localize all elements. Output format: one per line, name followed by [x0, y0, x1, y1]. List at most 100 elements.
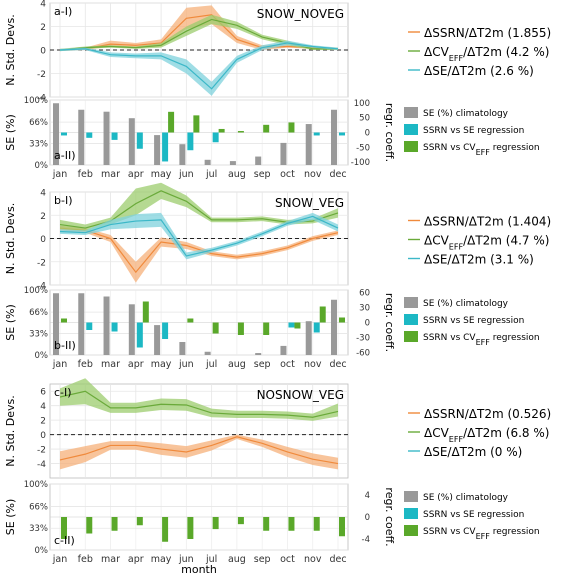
y-axis-label-right: regr. coeff.	[383, 293, 396, 352]
bar-legend-swatch	[404, 331, 418, 342]
bar-legend-swatch	[404, 141, 418, 152]
y-tick-label: 4	[40, 402, 46, 412]
x-tick-label: dec	[329, 359, 346, 370]
line-se	[59, 215, 339, 257]
y-tick-label: 4	[40, 0, 46, 10]
x-tick-label: apr	[128, 554, 144, 565]
legend-label-cv: ΔCVEFF/ΔT2m (6.8 %)	[424, 426, 549, 444]
bar-ssrn-se	[212, 132, 219, 143]
panel-title: SNOW_NOVEG	[257, 7, 344, 21]
y-axis-label-bottom: SE (%)	[4, 114, 17, 150]
bar-ssrn-se	[162, 132, 169, 162]
panel-b: -4 -2 0 2 4 b-I) SNOW_VEG N. Std. Devs. ΔSSRN/ΔT…	[4, 182, 551, 370]
bar-climatology	[305, 124, 312, 165]
bar-ssrn-cv	[237, 322, 244, 335]
bar-ssrn-cv	[218, 128, 225, 133]
y-tick-label-left: 0%	[35, 351, 49, 361]
y-tick-label-left: 66%	[29, 502, 48, 512]
bar-ssrn-cv	[212, 322, 219, 334]
x-tick-label: nov	[304, 169, 322, 180]
bar-ssrn-se	[339, 132, 345, 136]
legend-label-ssrn: ΔSSRN/ΔT2m (0.526)	[424, 407, 551, 421]
bar-ssrn-se	[111, 132, 118, 140]
bar-ssrn-cv	[142, 301, 149, 323]
bar-ssrn-se	[313, 322, 320, 333]
y-tick-label: 0	[40, 431, 46, 441]
y-tick-label-left: 0%	[35, 161, 49, 171]
panel-title: SNOW_VEG	[275, 196, 344, 210]
y-tick-label-left: 100%	[24, 480, 48, 490]
panel-label-bottom: a-II)	[54, 149, 76, 162]
panel-title: NOSNOW_VEG	[257, 388, 344, 402]
x-tick-label: aug	[228, 554, 246, 565]
x-tick-label: oct	[280, 359, 295, 370]
bar-climatology	[128, 118, 135, 165]
x-axis-title: month	[181, 563, 217, 576]
y-tick-label-right: -50	[356, 143, 370, 153]
y-tick-label-right: 60	[359, 289, 370, 299]
bar-legend-label: SSRN vs SE regression	[423, 126, 524, 136]
y-tick-label: 0	[40, 235, 46, 245]
bar-ssrn-cv	[212, 517, 219, 530]
bar-legend-swatch	[404, 124, 418, 135]
bar-ssrn-se	[313, 132, 320, 136]
bar-climatology	[53, 293, 59, 355]
bar-climatology	[331, 109, 337, 165]
y-tick-label-left: 33%	[29, 330, 48, 340]
bar-legend-label: SE (%) climatology	[423, 493, 509, 503]
y-axis-label-bottom: SE (%)	[4, 304, 17, 340]
bar-climatology	[255, 156, 262, 165]
bar-ssrn-se	[136, 132, 143, 149]
bar-climatology	[280, 345, 287, 355]
y-tick-label: -4	[37, 94, 46, 104]
bar-legend-label: SSRN vs CVEFF regression	[423, 527, 540, 541]
panel-label-bottom: c-II)	[54, 534, 75, 547]
y-tick-label-right: 0	[365, 513, 370, 523]
band-ssrn	[60, 434, 338, 470]
x-tick-label: jun	[178, 554, 194, 565]
y-tick-label-left: 0%	[35, 546, 49, 556]
bar-climatology	[128, 304, 135, 355]
line-se	[59, 42, 339, 90]
x-tick-label: nov	[304, 554, 322, 565]
x-tick-label: jan	[52, 554, 67, 565]
y-tick-label: 2	[40, 23, 46, 33]
bar-ssrn-se	[86, 322, 93, 330]
bar-ssrn-cv	[136, 517, 143, 526]
bar-legend-label: SSRN vs SE regression	[423, 316, 524, 326]
y-tick-label-right: -60	[356, 349, 370, 359]
y-tick-label-left: 100%	[24, 96, 48, 106]
bar-ssrn-cv	[237, 517, 244, 525]
y-tick-label-right: 0	[365, 129, 370, 139]
bar-legend-swatch	[404, 491, 418, 502]
y-tick-label: 4	[40, 189, 46, 199]
y-tick-label: 0	[40, 47, 46, 57]
line-ssrn	[59, 227, 339, 274]
bar-climatology	[229, 161, 236, 165]
x-tick-label: dec	[329, 169, 346, 180]
y-tick-label-left: 66%	[29, 118, 48, 128]
bar-ssrn-cv	[111, 517, 118, 531]
bar-ssrn-cv	[187, 517, 194, 539]
bar-climatology	[204, 351, 211, 355]
line-cv	[59, 390, 339, 418]
bar-ssrn-cv	[313, 517, 320, 531]
band-se	[60, 40, 338, 96]
bar-ssrn-se	[187, 132, 194, 151]
y-axis-label-top: N. Std. Devs.	[4, 14, 17, 85]
y-axis-label-top: N. Std. Devs.	[4, 203, 17, 274]
x-tick-label: jun	[178, 169, 194, 180]
panel-c: -4 -2 0 2 4 6 c-I) NOSNOW_VEG N. Std. Devs. ΔSSRN…	[4, 378, 551, 565]
x-tick-label: jul	[205, 359, 217, 370]
y-tick-label: 6	[40, 388, 46, 398]
y-tick-label-right: 4	[365, 491, 370, 501]
bar-ssrn-cv	[187, 318, 194, 323]
bar-legend-label: SE (%) climatology	[423, 299, 509, 309]
y-tick-label-left: 33%	[29, 524, 48, 534]
panel-label-top: a-I)	[54, 5, 72, 18]
x-tick-label: oct	[280, 554, 295, 565]
legend-label-cv: ΔCVEFF/ΔT2m (4.2 %)	[424, 45, 549, 63]
bar-ssrn-cv	[61, 318, 67, 323]
x-tick-label: apr	[128, 359, 144, 370]
